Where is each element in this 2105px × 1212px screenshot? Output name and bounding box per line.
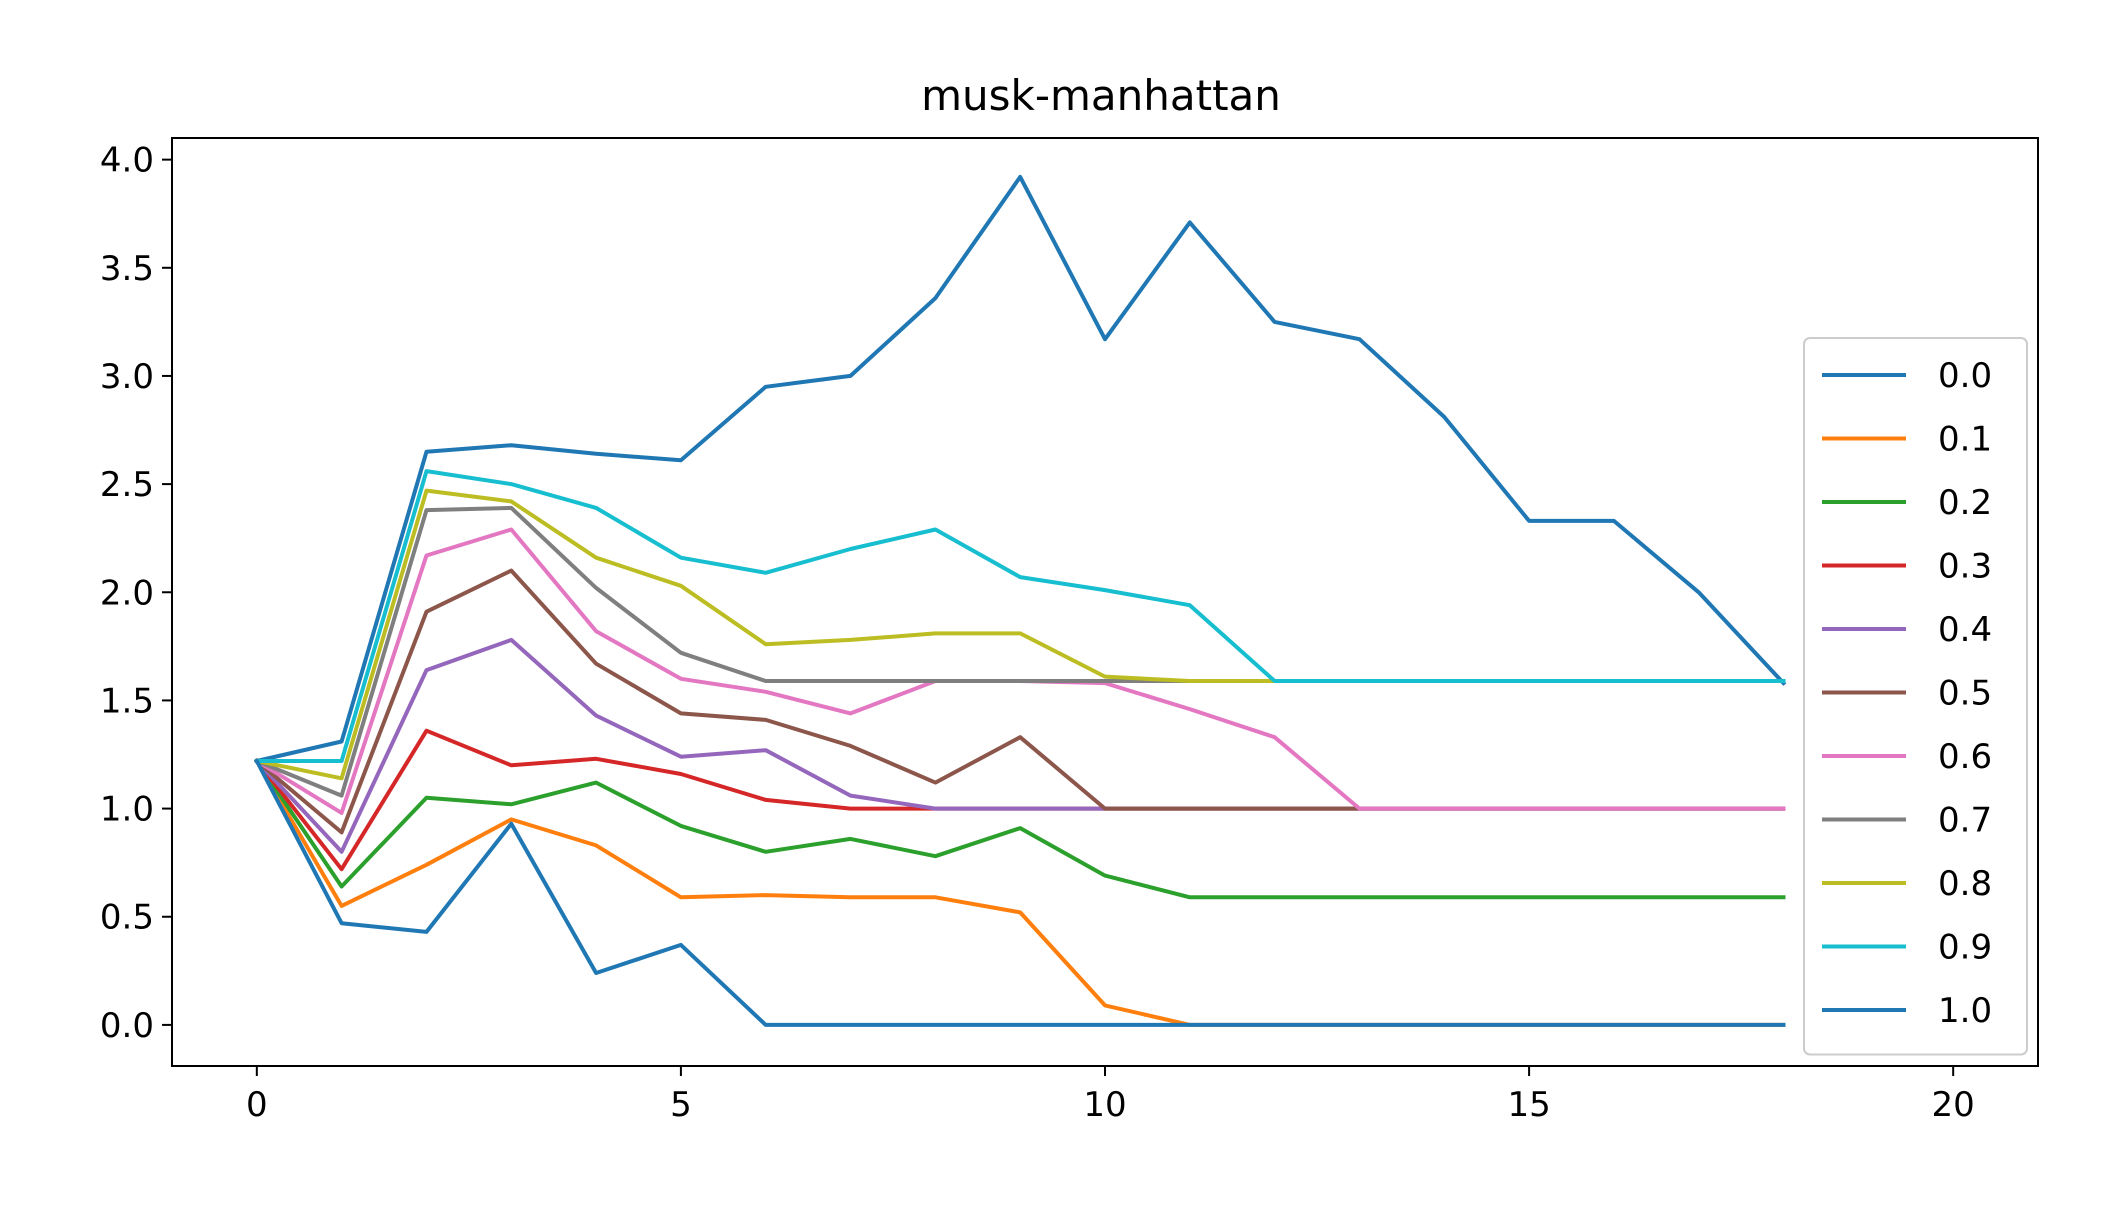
legend-label: 0.6 bbox=[1938, 737, 1992, 777]
x-tick-label: 0 bbox=[246, 1085, 268, 1125]
y-tick-label: 1.5 bbox=[100, 681, 154, 721]
legend: 0.0 0.1 0.2 0.3 0.4 0.5 0.6 0.7 0.8 0.9 1.0 bbox=[1803, 337, 2028, 1056]
y-tick-label: 2.5 bbox=[100, 465, 154, 505]
series-line-0.9 bbox=[254, 469, 1786, 763]
x-tick-label: 10 bbox=[1083, 1085, 1126, 1125]
legend-label: 0.3 bbox=[1938, 547, 1992, 587]
x-axis: 0 5 10 15 20 bbox=[246, 1066, 1975, 1125]
y-tick-label: 4.0 bbox=[100, 141, 154, 181]
x-tick-label: 15 bbox=[1507, 1085, 1550, 1125]
legend-box bbox=[1803, 337, 2028, 1056]
y-tick-label: 0.0 bbox=[100, 1006, 154, 1046]
series-layer bbox=[253, 174, 1787, 1027]
y-tick-label: 2.0 bbox=[100, 573, 154, 613]
x-tick-label: 20 bbox=[1932, 1085, 1975, 1125]
y-tick-label: 1.0 bbox=[100, 790, 154, 830]
x-tick-label: 5 bbox=[670, 1085, 692, 1125]
y-tick-label: 3.5 bbox=[100, 249, 154, 289]
legend-label: 0.8 bbox=[1938, 864, 1992, 904]
y-axis: 0.0 0.5 1.0 1.5 2.0 2.5 3.0 3.5 4.0 bbox=[100, 141, 172, 1046]
legend-label: 0.7 bbox=[1938, 801, 1992, 841]
y-tick-label: 0.5 bbox=[100, 898, 154, 938]
legend-label: 0.1 bbox=[1938, 420, 1992, 460]
legend-label: 0.4 bbox=[1938, 610, 1992, 650]
y-tick-label: 3.0 bbox=[100, 357, 154, 397]
series-line-1.0 bbox=[254, 758, 1786, 1027]
chart-title: musk-manhattan bbox=[921, 71, 1281, 120]
series-line-0.0 bbox=[254, 174, 1787, 764]
legend-label: 0.5 bbox=[1938, 674, 1992, 714]
legend-label: 0.0 bbox=[1938, 356, 1992, 396]
legend-label: 0.9 bbox=[1938, 928, 1992, 968]
legend-label: 1.0 bbox=[1938, 991, 1992, 1031]
series-line-0.2 bbox=[254, 758, 1786, 900]
legend-label: 0.2 bbox=[1938, 483, 1992, 523]
